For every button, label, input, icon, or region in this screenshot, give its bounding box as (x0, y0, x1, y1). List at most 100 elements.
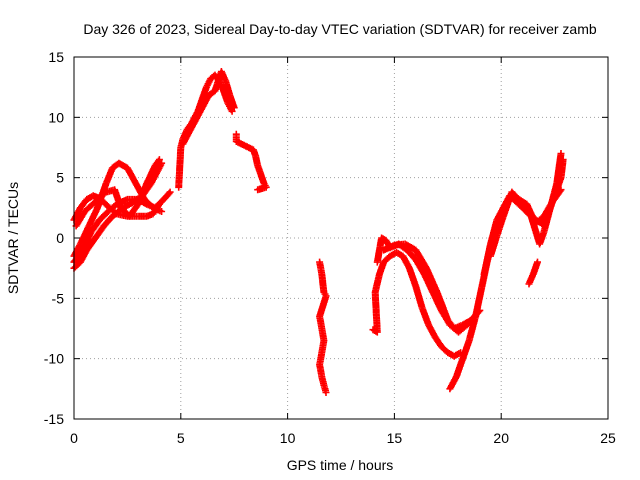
data-point-trail (533, 214, 546, 226)
data-point-trail (423, 266, 440, 295)
data-point-trail (452, 350, 463, 359)
data-point-trail (459, 338, 473, 361)
data-point-trail (419, 306, 432, 327)
series-track-h (232, 130, 270, 194)
data-point-trail (381, 253, 393, 265)
data-point-trail (250, 147, 259, 158)
data-point-trail (372, 272, 383, 295)
data-point-trail (111, 187, 124, 210)
data-point-trail (487, 233, 500, 258)
data-point-trail (106, 201, 119, 214)
data-point-trail (316, 294, 330, 319)
data-point-trail (413, 248, 430, 271)
data-point-trail (143, 163, 158, 186)
data-point-trail (203, 76, 214, 89)
data-point-trail (371, 290, 381, 334)
data-point-trail (82, 199, 98, 214)
y-tick-label: -10 (44, 351, 64, 367)
data-point-trail (532, 260, 541, 271)
y-tick-label: 10 (48, 109, 64, 125)
data-point-trail (206, 88, 218, 99)
data-point-trail (78, 197, 90, 210)
data-point-trail (135, 181, 150, 207)
x-axis-ticks: 0 5 10 15 20 25 (70, 57, 616, 446)
data-point-trail (124, 165, 139, 186)
y-axis-ticks: -15 -10 -5 0 5 10 15 (44, 49, 608, 427)
data-point-trail (524, 202, 539, 226)
data-point-trail (466, 314, 479, 343)
series-track-p (487, 186, 565, 260)
data-point-trail (406, 266, 419, 289)
data-point-trail (92, 223, 107, 241)
data-point-trail (434, 290, 451, 322)
data-point-trail (144, 211, 155, 220)
data-point-trail (379, 235, 388, 244)
series-track-o (525, 258, 541, 288)
data-point-trail (234, 138, 256, 153)
grid-lines (74, 57, 608, 419)
data-point-trail (509, 189, 521, 202)
data-point-trail (445, 350, 457, 359)
data-point-trail (79, 230, 94, 253)
data-point (557, 186, 565, 194)
data-point-trail (93, 189, 109, 205)
data-point (557, 150, 565, 157)
data-point-trail (439, 344, 450, 355)
data-point (166, 188, 174, 196)
data-point-trail (472, 284, 486, 319)
data-point-trail (259, 175, 268, 186)
x-tick-label: 25 (600, 430, 616, 446)
data-point-trail (225, 101, 235, 114)
data-point-trail (152, 197, 166, 211)
data-point-trail (541, 199, 556, 219)
data-point-trail (320, 383, 329, 395)
data-point (158, 208, 166, 215)
data-point-trail (549, 187, 564, 204)
data-point-trail (232, 132, 240, 144)
series-track-n (480, 150, 565, 278)
series-track-i (316, 258, 330, 396)
x-tick-label: 20 (493, 430, 509, 446)
data-point-trail (88, 217, 103, 235)
x-axis-label: GPS time / hours (287, 457, 394, 473)
series-track-m (446, 156, 567, 393)
data-point-trail (388, 249, 399, 259)
data-point (258, 185, 266, 192)
data-point-trail (86, 205, 101, 228)
x-tick-label: 10 (280, 430, 296, 446)
series-track-c (70, 159, 166, 260)
series-track-j (369, 249, 465, 360)
data-point-trail (84, 235, 98, 253)
data-point-trail (494, 214, 507, 238)
series-track-e (72, 156, 163, 230)
data-point-trail (412, 284, 426, 310)
data-point-trail (256, 169, 265, 180)
series-track-l (380, 240, 484, 332)
series-track-g (179, 68, 238, 148)
data-point-trail (91, 192, 102, 202)
data-point-trail (97, 209, 111, 223)
data-point-trail (101, 214, 115, 229)
data-point-trail (318, 272, 328, 295)
data-point-trail (453, 356, 466, 379)
y-tick-label: 15 (48, 49, 64, 65)
data-point (230, 104, 238, 112)
data-point-trail (254, 163, 263, 174)
data-point (228, 107, 236, 115)
data-point-trail (394, 249, 405, 259)
x-tick-label: 15 (387, 430, 403, 446)
data-point-trail (208, 72, 218, 81)
data-point-trail (77, 223, 92, 246)
y-tick-label: -5 (52, 290, 65, 306)
series-track-d (70, 188, 174, 266)
chart-title: Day 326 of 2023, Sidereal Day-to-day VTE… (83, 21, 596, 37)
y-tick-label: -15 (44, 411, 64, 427)
data-point-trail (175, 145, 185, 190)
data-point-trail (432, 334, 444, 349)
data-point-trail (71, 259, 83, 271)
data-point-trail (421, 272, 436, 295)
data-point-trail (413, 257, 427, 277)
series-track-a (70, 159, 166, 272)
data-point-trail (154, 161, 165, 174)
